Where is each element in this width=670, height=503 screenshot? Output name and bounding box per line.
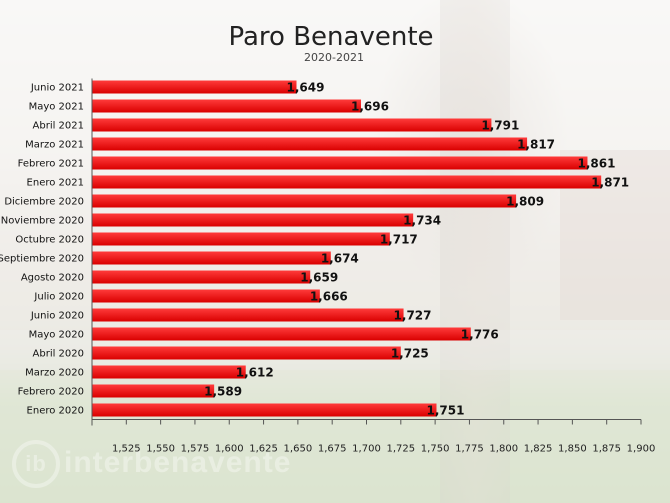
chart-title: Paro Benavente (228, 22, 433, 52)
value-label: 1,666 (310, 290, 348, 304)
bar (92, 137, 528, 151)
value-label: 1,696 (351, 100, 389, 114)
x-tick-label: 1,625 (249, 444, 278, 455)
category-label: Marzo 2020 (25, 368, 84, 379)
bar (92, 175, 602, 189)
category-label: Enero 2020 (27, 406, 84, 417)
category-label: Junio 2021 (30, 83, 84, 94)
value-label: 1,659 (300, 271, 338, 285)
x-axis: 1,525 1,550 1,575 1,600 1,625 1,650 1,675 1,700… (91, 78, 656, 455)
value-label: 1,871 (591, 176, 629, 190)
bar (92, 194, 517, 208)
value-labels: 1,649 1,696 1,791 1,817 1,861 1,871 1,809 1,734… (204, 81, 629, 418)
value-label: 1,861 (577, 157, 615, 171)
x-tick-label: 1,725 (386, 444, 415, 455)
bar (92, 327, 471, 341)
category-label: Septiembre 2020 (0, 254, 84, 265)
bar (92, 365, 246, 379)
value-label: 1,725 (391, 347, 429, 361)
category-label: Agosto 2020 (21, 273, 84, 284)
x-tick-label: 1,775 (455, 444, 484, 455)
category-label: Julio 2020 (33, 292, 84, 303)
bar (92, 99, 362, 113)
category-label: Mayo 2020 (29, 330, 84, 341)
x-tick-label: 1,900 (627, 444, 656, 455)
value-label: 1,776 (461, 328, 499, 342)
category-label: Abril 2021 (33, 121, 84, 132)
bar (92, 384, 215, 398)
category-label: Abril 2020 (33, 349, 84, 360)
value-label: 1,727 (394, 309, 432, 323)
x-tick-label: 1,875 (592, 444, 621, 455)
bar (92, 346, 401, 360)
bar (92, 118, 492, 132)
value-label: 1,612 (236, 366, 274, 380)
category-label: Febrero 2020 (18, 387, 84, 398)
value-label: 1,791 (481, 119, 519, 133)
x-tick-label: 1,575 (181, 444, 210, 455)
category-label: Junio 2020 (30, 311, 84, 322)
x-tick-label: 1,800 (489, 444, 518, 455)
category-label: Marzo 2021 (25, 140, 84, 151)
category-label: Mayo 2021 (29, 102, 84, 113)
category-labels: Junio 2021 Mayo 2021 Abril 2021 Marzo 2021 F… (0, 83, 84, 417)
bar (92, 80, 297, 94)
x-tick-label: 1,850 (558, 444, 587, 455)
category-label: Febrero 2021 (18, 159, 84, 170)
value-label: 1,817 (517, 138, 555, 152)
value-label: 1,717 (380, 233, 418, 247)
value-label: 1,589 (204, 385, 242, 399)
x-tick-label: 1,550 (146, 444, 175, 455)
x-tick-label: 1,650 (284, 444, 313, 455)
x-tick-label: 1,675 (318, 444, 347, 455)
x-tick-label: 1,750 (421, 444, 450, 455)
x-tick-label: 1,825 (524, 444, 553, 455)
bars-group (92, 80, 602, 417)
chart-subtitle: 2020-2021 (304, 51, 364, 64)
bar (92, 156, 588, 170)
bar (92, 270, 311, 284)
category-label: Octubre 2020 (15, 235, 84, 246)
category-label: Enero 2021 (27, 178, 84, 189)
value-label: 1,734 (403, 214, 441, 228)
value-label: 1,674 (321, 252, 359, 266)
bar (92, 308, 404, 322)
value-label: 1,809 (506, 195, 544, 209)
value-label: 1,649 (287, 81, 325, 95)
bar (92, 289, 320, 303)
bar (92, 251, 331, 265)
x-tick-label: 1,600 (215, 444, 244, 455)
x-tick-label: 1,525 (112, 444, 141, 455)
bar (92, 232, 390, 246)
category-label: Diciembre 2020 (4, 197, 84, 208)
value-label: 1,751 (426, 404, 464, 418)
bar (92, 213, 414, 227)
category-label: Noviembre 2020 (1, 216, 84, 227)
bar (92, 403, 437, 417)
x-tick-label: 1,700 (352, 444, 381, 455)
